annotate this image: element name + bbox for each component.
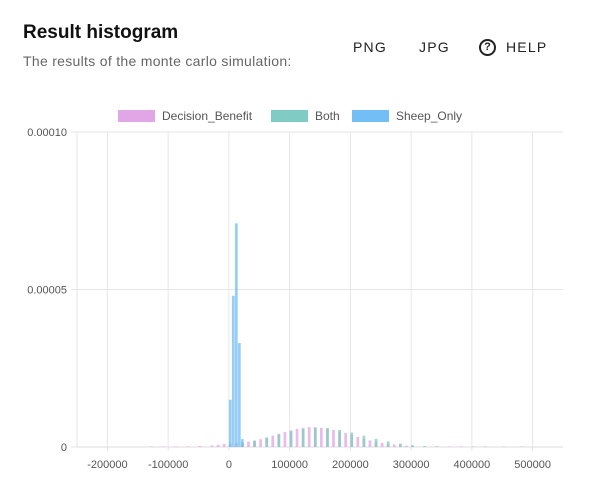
- histogram-bar: [338, 429, 341, 447]
- x-tick-label: 300000: [393, 459, 430, 471]
- histogram-bar: [423, 446, 427, 447]
- y-tick-label: 0: [61, 442, 67, 454]
- histogram-bar: [295, 428, 299, 447]
- histogram-bar: [289, 431, 293, 447]
- legend-label: Decision_Benefit: [162, 109, 253, 123]
- help-button[interactable]: ? HELP: [479, 36, 547, 58]
- histogram-bar: [313, 427, 317, 447]
- histogram-bar: [471, 446, 475, 447]
- histogram-bar: [386, 441, 390, 447]
- question-circle-icon: ?: [479, 38, 496, 56]
- histogram-bar: [435, 446, 439, 447]
- histogram-bar: [380, 442, 384, 447]
- page-subtitle: The results of the monte carlo simulatio…: [23, 53, 292, 69]
- help-button-label: HELP: [506, 39, 548, 55]
- histogram-bar: [459, 446, 463, 447]
- histogram-bar: [356, 436, 360, 447]
- histogram-bar: [520, 446, 524, 447]
- histogram-bar: [332, 429, 335, 447]
- histogram-bar: [350, 432, 354, 447]
- y-tick-label: 0.00010: [27, 127, 67, 139]
- histogram-bar: [149, 446, 153, 447]
- histogram-bar: [283, 431, 287, 447]
- x-tick-label: 400000: [454, 459, 491, 471]
- histogram-bar: [234, 223, 238, 447]
- legend-swatch: [271, 110, 308, 122]
- histogram-bar: [344, 433, 348, 447]
- page-title: Result histogram: [23, 22, 179, 43]
- x-tick-label: -200000: [87, 459, 127, 471]
- x-tick-label: 100000: [271, 459, 308, 471]
- histogram-bar: [259, 439, 262, 447]
- histogram-bar: [362, 435, 366, 447]
- histogram-bar: [241, 439, 244, 447]
- legend-swatch: [352, 110, 389, 122]
- histogram-bar: [374, 438, 378, 447]
- histogram-bar: [198, 446, 202, 447]
- legend-label: Sheep_Only: [396, 109, 462, 123]
- histogram-bar: [162, 446, 165, 447]
- histogram-bar: [237, 343, 241, 447]
- histogram-bar: [301, 429, 305, 447]
- histogram-bar: [405, 445, 408, 447]
- legend-label: Both: [315, 109, 340, 123]
- histogram-bar: [277, 434, 281, 447]
- jpg-button[interactable]: JPG: [419, 39, 450, 55]
- histogram-bar: [210, 445, 214, 447]
- histogram-bar: [368, 440, 372, 447]
- png-button[interactable]: PNG: [353, 39, 387, 55]
- x-tick-label: 200000: [332, 459, 369, 471]
- histogram-bar: [253, 440, 256, 447]
- histogram-bar: [392, 444, 396, 447]
- y-tick-label: 0.00005: [27, 285, 67, 297]
- histogram-bar: [411, 445, 414, 447]
- histogram-bar: [186, 446, 190, 447]
- x-tick-label: 0: [226, 459, 232, 471]
- histogram-bar: [222, 443, 226, 447]
- histogram-bar: [502, 446, 505, 447]
- histogram-bar: [307, 427, 311, 447]
- histogram-bar: [216, 444, 220, 447]
- histogram-bar: [231, 295, 235, 447]
- histogram-bar: [228, 399, 232, 447]
- histogram-bar: [447, 446, 451, 447]
- histogram-bar: [271, 435, 275, 447]
- x-tick-label: -100000: [148, 459, 188, 471]
- histogram-bar: [320, 427, 323, 447]
- histogram-bar: [484, 446, 487, 447]
- x-tick-label: 500000: [514, 459, 551, 471]
- histogram-bar: [174, 446, 177, 447]
- histogram-bar: [247, 441, 250, 447]
- histogram-bar: [326, 428, 329, 447]
- result-histogram-chart: -200000 -100000 0 100000 200000 300000 400000 5…: [27, 109, 563, 471]
- histogram-bar: [265, 437, 269, 447]
- histogram-bar: [398, 443, 402, 447]
- legend-swatch: [118, 110, 155, 122]
